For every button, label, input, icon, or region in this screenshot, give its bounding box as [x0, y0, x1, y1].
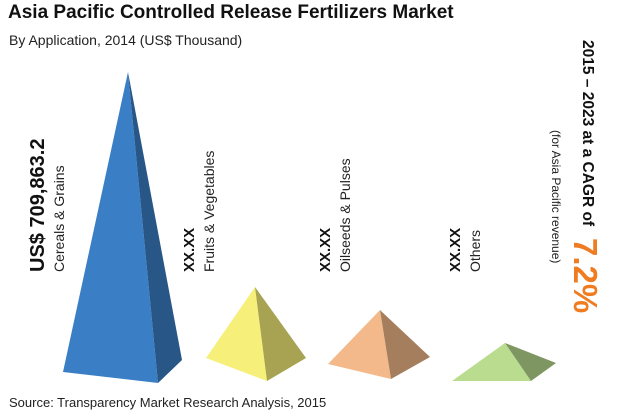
- pyramid-others-front: [452, 343, 531, 381]
- value-label-others: XX.XX: [447, 228, 464, 272]
- pyramid-cereals-grains-side: [128, 72, 182, 383]
- pyramid-oilseeds-pulses-side: [380, 310, 430, 379]
- chart-title: Asia Pacific Controlled Release Fertiliz…: [8, 2, 454, 23]
- value-label-cereals-grains: US$ 709,863.2: [27, 139, 49, 272]
- category-label-cereals-grains: Cereals & Grains: [51, 165, 67, 272]
- pyramid-fruits-vegetables-front: [206, 287, 267, 381]
- source-note: Source: Transparency Market Research Ana…: [9, 395, 327, 410]
- pyramid-oilseeds-pulses-front: [328, 310, 391, 379]
- cagr-value: 7.2%: [567, 238, 604, 313]
- category-label-fruits-vegetables: Fruits & Vegetables: [201, 151, 217, 272]
- chart-subtitle: By Application, 2014 (US$ Thousand): [9, 32, 243, 48]
- cagr-note: (for Asia Pacific revenue): [549, 130, 563, 263]
- pyramid-cereals-grains-front: [63, 72, 158, 383]
- pyramid-fruits-vegetables-side: [255, 287, 306, 381]
- category-labels: US$ 709,863.2 Cereals & Grains XX.XX Fruits…: [27, 139, 483, 272]
- cagr-prefix: 2015 – 2023 at a CAGR of: [579, 40, 596, 227]
- pyramid-others-side: [505, 343, 556, 381]
- category-label-oilseeds-pulses: Oilseeds & Pulses: [337, 158, 353, 272]
- value-label-oilseeds-pulses: XX.XX: [317, 228, 334, 272]
- pyramid-marks: [63, 72, 556, 383]
- category-label-others: Others: [467, 230, 483, 272]
- value-label-fruits-vegetables: XX.XX: [181, 228, 198, 272]
